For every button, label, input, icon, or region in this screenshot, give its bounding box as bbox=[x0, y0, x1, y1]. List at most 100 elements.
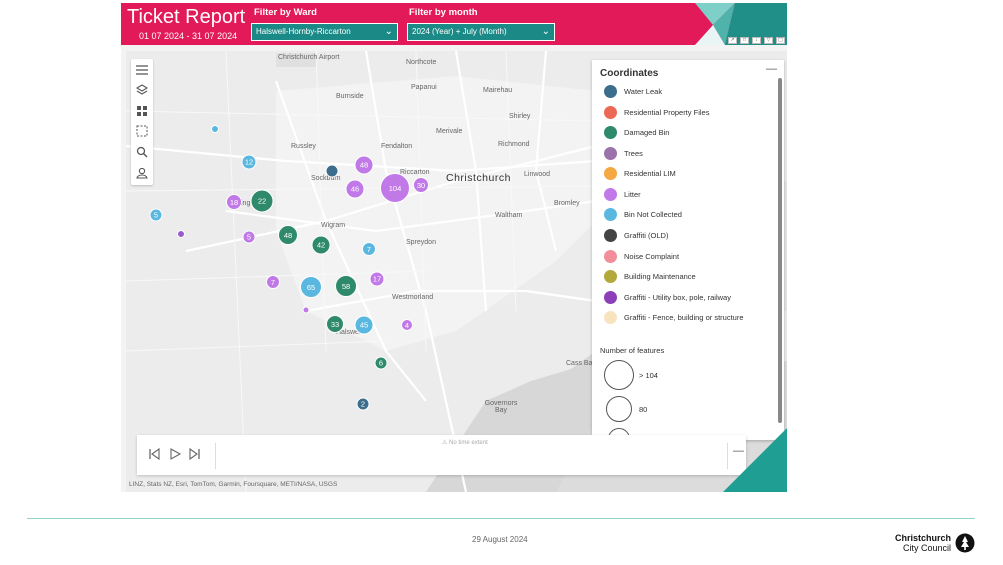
legend-swatch bbox=[604, 105, 617, 119]
place-label: Burnside bbox=[336, 93, 364, 100]
legend-label: Residential LIM bbox=[624, 168, 676, 178]
size-label: 80 bbox=[639, 405, 648, 414]
legend-swatch bbox=[604, 146, 617, 160]
logo-text-line2: City Council bbox=[903, 543, 952, 553]
cluster-marker[interactable]: 22 bbox=[250, 189, 274, 213]
legend-label: Graffiti - Fence, building or structure bbox=[624, 312, 744, 322]
cluster-marker[interactable]: 45 bbox=[354, 315, 374, 335]
place-label: Fendalton bbox=[381, 143, 413, 150]
legend-item: Graffiti (OLD) bbox=[604, 228, 668, 242]
cluster-marker[interactable]: 5 bbox=[242, 230, 256, 244]
legend-item: Litter bbox=[604, 187, 641, 201]
dashboard: Ticket Report 01 07 2024 - 31 07 2024 Fi… bbox=[121, 3, 787, 492]
legend-item: Noise Complaint bbox=[604, 249, 679, 263]
cluster-marker[interactable]: 65 bbox=[300, 276, 322, 298]
place-label: Sockburn bbox=[311, 175, 341, 182]
menu-icon[interactable] bbox=[134, 62, 150, 78]
legend-panel: Coordinates — Water Leak Residential Pro… bbox=[592, 60, 784, 440]
print-icon[interactable]: □ bbox=[740, 37, 749, 44]
play-icon[interactable] bbox=[168, 447, 182, 461]
cluster-marker[interactable]: 30 bbox=[413, 177, 429, 193]
cluster-marker[interactable] bbox=[325, 164, 339, 178]
size-circle-large bbox=[604, 360, 634, 390]
map-view[interactable]: Christchurch Airport Northcote Papanui M… bbox=[126, 51, 787, 492]
legend-label: Damaged Bin bbox=[624, 127, 670, 137]
legend-item: Building Maintenance bbox=[604, 269, 696, 283]
legend-label: Noise Complaint bbox=[624, 251, 680, 261]
locate-icon[interactable] bbox=[134, 165, 150, 181]
place-label: Papanui bbox=[411, 84, 437, 91]
header-decoration bbox=[695, 3, 787, 45]
legend-swatch bbox=[604, 125, 617, 139]
divider bbox=[727, 443, 728, 469]
next-icon[interactable] bbox=[188, 447, 202, 461]
cluster-marker[interactable]: 18 bbox=[226, 194, 242, 210]
select-icon[interactable] bbox=[134, 123, 150, 139]
legend-swatch bbox=[604, 207, 617, 221]
place-label: Wigram bbox=[321, 222, 346, 229]
chevron-down-icon: ⌄ bbox=[384, 26, 393, 37]
cluster-marker[interactable]: 48 bbox=[278, 225, 298, 245]
month-filter-label: Filter by month bbox=[409, 7, 478, 18]
cluster-marker[interactable]: 6 bbox=[374, 356, 388, 370]
filter-icon[interactable]: ▽ bbox=[764, 37, 773, 44]
cluster-marker[interactable] bbox=[177, 230, 185, 238]
report-title: Ticket Report bbox=[127, 6, 246, 28]
cluster-marker[interactable]: 58 bbox=[335, 275, 357, 297]
cluster-marker[interactable]: 17 bbox=[369, 271, 385, 287]
ward-filter-dropdown[interactable]: Halswell-Hornby-Riccarton ⌄ bbox=[251, 23, 398, 41]
map-attribution: LINZ, Stats NZ, Esri, TomTom, Garmin, Fo… bbox=[129, 481, 338, 488]
legend-item: Graffiti - Utility box, pole, railway bbox=[604, 290, 731, 304]
place-label: Russley bbox=[291, 143, 316, 150]
time-slider: ⚠ No time extent — bbox=[137, 435, 746, 475]
cluster-marker[interactable]: 104 bbox=[380, 173, 410, 203]
cluster-marker[interactable]: 2 bbox=[356, 397, 370, 411]
cluster-marker[interactable]: 12 bbox=[241, 154, 257, 170]
month-filter-dropdown[interactable]: 2024 (Year) + July (Month) ⌄ bbox=[407, 23, 555, 41]
place-label: Halswell bbox=[336, 329, 363, 336]
cluster-marker[interactable]: 42 bbox=[311, 235, 331, 255]
fullscreen-icon[interactable]: ▢ bbox=[776, 37, 785, 44]
place-label-city: Christchurch bbox=[446, 172, 511, 184]
legend-item: Graffiti - Fence, building or structure bbox=[604, 310, 744, 324]
map-toolbar bbox=[131, 59, 153, 185]
cluster-marker[interactable]: 46 bbox=[345, 179, 365, 199]
legend-swatch bbox=[604, 290, 617, 304]
legend-swatch bbox=[604, 166, 617, 180]
legend-item: Trees bbox=[604, 146, 643, 160]
cluster-marker[interactable]: 5 bbox=[149, 208, 163, 222]
legend-item: Bin Not Collected bbox=[604, 207, 682, 221]
no-time-extent-text: ⚠ No time extent bbox=[442, 440, 488, 446]
place-label: Waltham bbox=[495, 212, 523, 219]
cluster-marker[interactable] bbox=[302, 306, 310, 314]
cluster-marker[interactable]: 4 bbox=[401, 319, 413, 331]
month-filter-value: 2024 (Year) + July (Month) bbox=[412, 27, 507, 36]
share-icon[interactable]: ↗ bbox=[728, 37, 737, 44]
legend-item: Residential Property Files bbox=[604, 105, 709, 119]
cluster-marker[interactable]: 33 bbox=[326, 315, 344, 333]
dashboard-header: Ticket Report 01 07 2024 - 31 07 2024 Fi… bbox=[121, 3, 787, 45]
place-label: Riccarton bbox=[400, 169, 430, 176]
legend-swatch bbox=[604, 84, 617, 98]
legend-minimize-button[interactable]: — bbox=[766, 63, 777, 75]
divider bbox=[215, 443, 216, 469]
date-range: 01 07 2024 - 31 07 2024 bbox=[139, 31, 238, 41]
legend-item: Damaged Bin bbox=[604, 125, 669, 139]
basemap-gallery-icon[interactable] bbox=[134, 103, 150, 119]
export-icon[interactable]: ↓ bbox=[752, 37, 761, 44]
timeslider-minimize-button[interactable]: — bbox=[733, 445, 744, 457]
legend-label: Trees bbox=[624, 148, 643, 158]
previous-icon[interactable] bbox=[147, 447, 161, 461]
search-icon[interactable] bbox=[134, 144, 150, 160]
footer-date: 29 August 2024 bbox=[472, 535, 528, 544]
layers-icon[interactable] bbox=[134, 82, 150, 98]
cluster-marker[interactable] bbox=[211, 125, 219, 133]
place-label: Islington bbox=[234, 200, 261, 207]
council-emblem-icon bbox=[955, 533, 975, 553]
cluster-marker[interactable]: 7 bbox=[362, 242, 376, 256]
cluster-marker[interactable]: 7 bbox=[266, 275, 280, 289]
cluster-marker[interactable]: 48 bbox=[354, 155, 374, 175]
place-label: Governors Bay bbox=[484, 400, 518, 414]
size-label: > 104 bbox=[639, 371, 658, 380]
legend-scrollbar[interactable] bbox=[778, 78, 782, 423]
